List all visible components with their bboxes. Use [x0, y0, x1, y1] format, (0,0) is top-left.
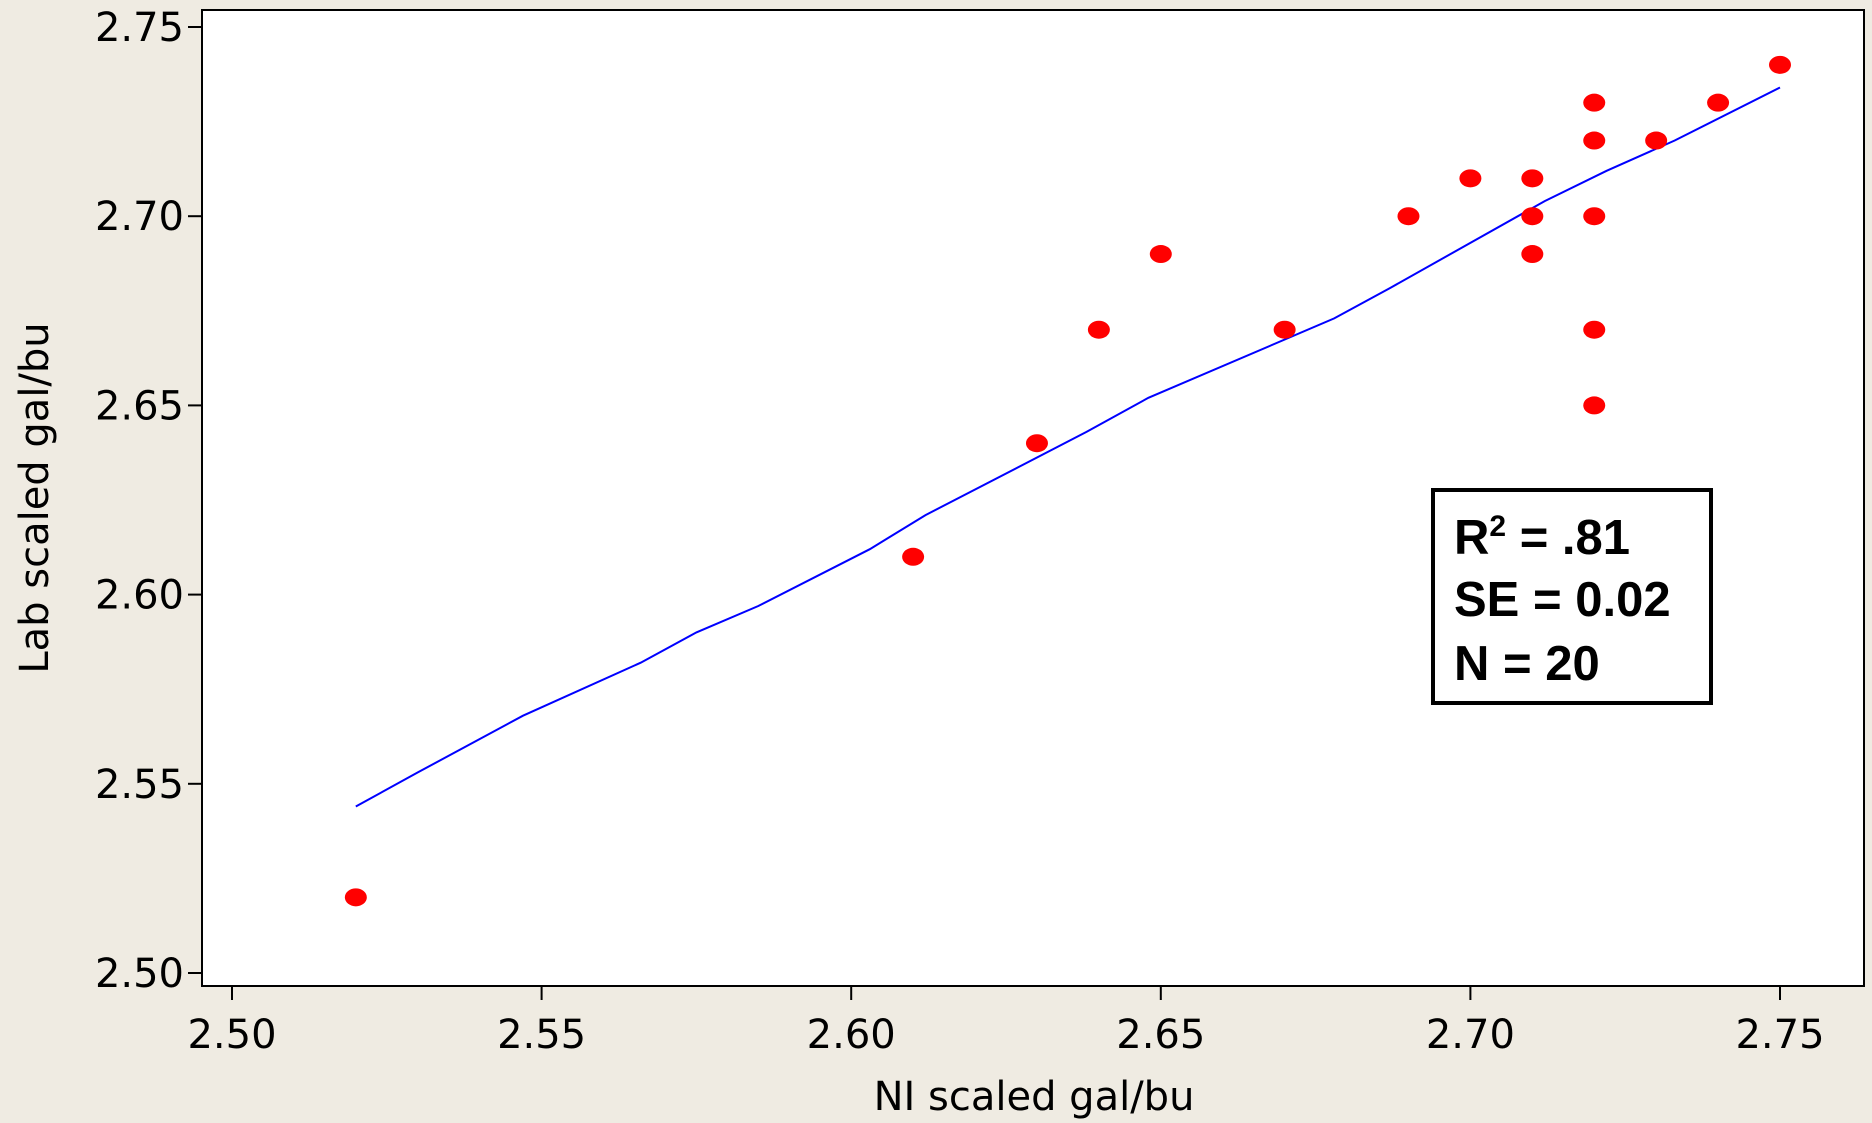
data-point [1583, 131, 1606, 150]
data-point [1583, 93, 1606, 112]
y-tick-label: 2.60 [95, 573, 184, 619]
stats-box-border [1431, 488, 1713, 705]
stats-r-squared: R2 = .81 [1454, 510, 1630, 565]
data-point [1645, 131, 1668, 150]
data-point [902, 547, 925, 566]
y-tick-label: 2.75 [95, 5, 184, 51]
y-axis-ticks: 2.50 2.55 2.60 2.65 2.70 2.75 [95, 5, 202, 997]
data-point [1583, 207, 1606, 226]
stats-standard-error: SE = 0.02 [1454, 573, 1671, 627]
stats-r-value: = .81 [1506, 511, 1630, 565]
x-tick-label: 2.60 [807, 1012, 896, 1058]
stats-sample-size: N = 20 [1454, 637, 1600, 691]
x-axis-title: NI scaled gal/bu [874, 1074, 1195, 1120]
x-tick-label: 2.55 [497, 1012, 586, 1058]
y-tick-label: 2.70 [95, 194, 184, 240]
data-point [1769, 55, 1791, 74]
data-point [344, 888, 367, 907]
data-point [1583, 320, 1606, 339]
stats-r-superscript: 2 [1489, 510, 1506, 543]
data-point [1521, 169, 1544, 188]
data-point [1521, 245, 1544, 264]
y-tick-label: 2.50 [95, 951, 184, 997]
data-point [1149, 245, 1172, 264]
stats-r-label: R [1454, 511, 1489, 565]
data-point [1583, 396, 1606, 415]
x-tick-label: 2.70 [1426, 1012, 1515, 1058]
x-tick-label: 2.75 [1735, 1012, 1824, 1058]
x-axis-ticks: 2.50 2.55 2.60 2.65 2.70 2.75 [187, 986, 1825, 1058]
data-point [1273, 320, 1296, 339]
data-point [1025, 434, 1048, 453]
data-point [1707, 93, 1730, 112]
y-tick-label: 2.55 [95, 762, 184, 808]
data-point [1087, 320, 1110, 339]
regression-line [355, 86, 1781, 808]
x-tick-label: 2.65 [1116, 1012, 1205, 1058]
x-tick-label: 2.50 [187, 1012, 276, 1058]
data-points [344, 55, 1791, 907]
data-point [1521, 207, 1544, 226]
y-tick-label: 2.65 [95, 383, 184, 429]
stats-box: R2 = .81 SE = 0.02 N = 20 [1431, 488, 1713, 705]
data-point [1397, 207, 1420, 226]
data-point [1459, 169, 1482, 188]
y-axis-title: Lab scaled gal/bu [12, 322, 58, 673]
